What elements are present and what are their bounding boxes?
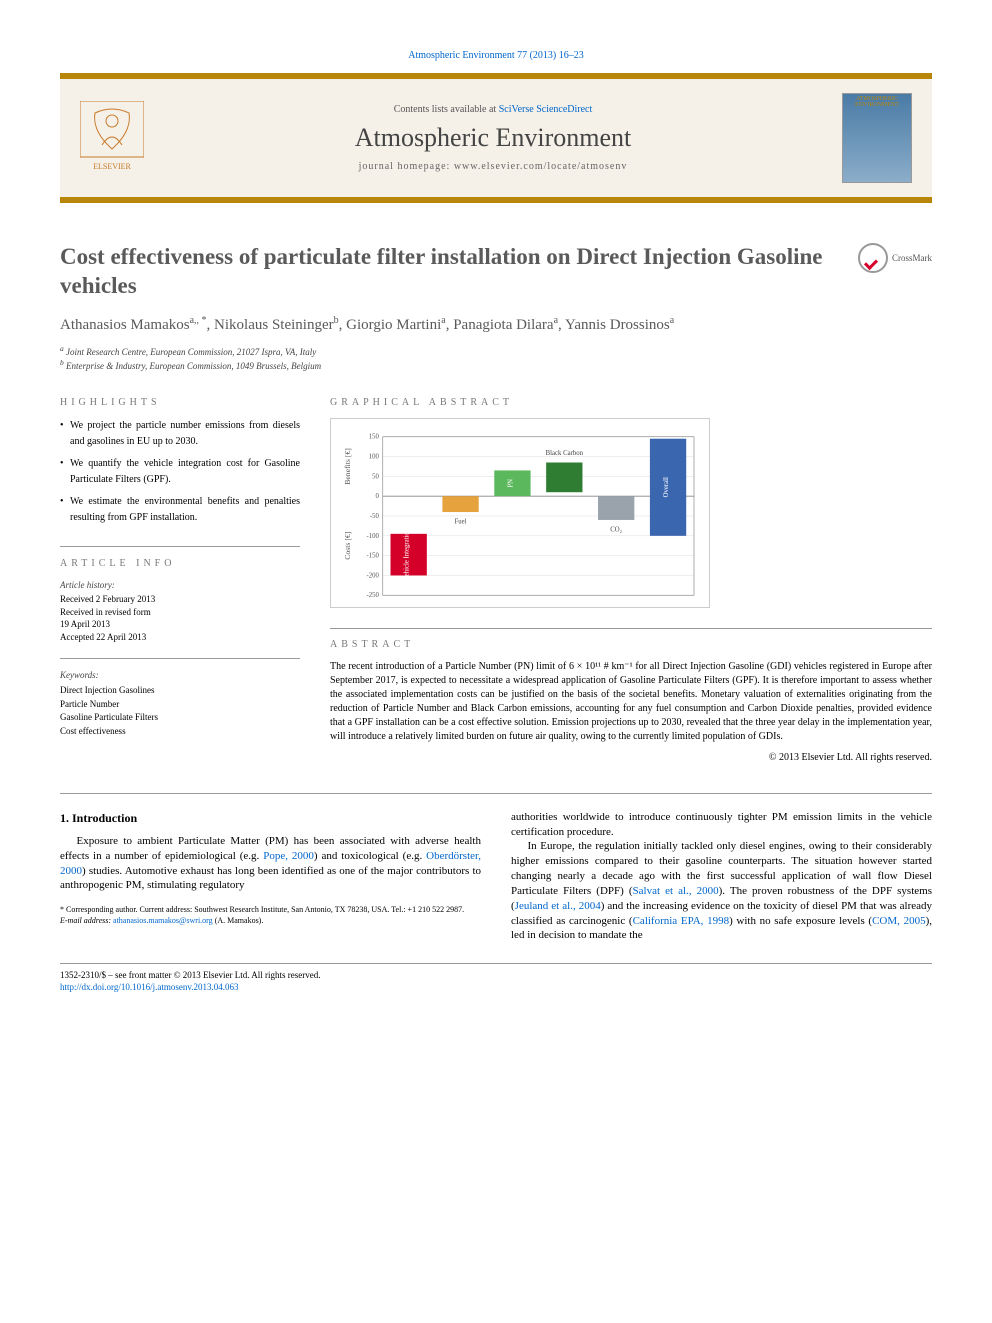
ref-link[interactable]: Pope, 2000 (263, 850, 314, 862)
ref-link[interactable]: Jeuland et al., 2004 (515, 900, 601, 912)
affiliations: a Joint Research Centre, European Commis… (60, 344, 932, 373)
highlight-item: We quantify the vehicle integration cost… (60, 456, 300, 488)
svg-text:0: 0 (375, 493, 379, 500)
svg-text:-100: -100 (366, 532, 379, 539)
svg-text:150: 150 (369, 433, 380, 440)
svg-text:-50: -50 (370, 513, 380, 520)
graphical-abstract-head: GRAPHICAL ABSTRACT (330, 397, 932, 408)
citation-header: Atmospheric Environment 77 (2013) 16–23 (60, 50, 932, 61)
journal-name: Atmospheric Environment (144, 123, 842, 153)
sciencedirect-link[interactable]: SciVerse ScienceDirect (499, 104, 593, 115)
ref-link[interactable]: Salvat et al., 2000 (633, 885, 719, 897)
svg-text:PN: PN (507, 479, 514, 488)
keywords-head: Keywords: (60, 669, 300, 683)
homepage-line: journal homepage: www.elsevier.com/locat… (144, 161, 842, 172)
crossmark-badge[interactable]: CrossMark (858, 243, 932, 273)
svg-text:-200: -200 (366, 572, 379, 579)
copyright: © 2013 Elsevier Ltd. All rights reserved… (330, 752, 932, 763)
page-footer: 1352-2310/$ – see front matter © 2013 El… (60, 963, 932, 993)
svg-text:100: 100 (369, 453, 380, 460)
cost-benefit-chart: -250 -200 -150 -100 -50 0 50 100 150 Benefits [€]… (335, 429, 705, 603)
citation-link[interactable]: Atmospheric Environment 77 (2013) 16–23 (408, 50, 584, 61)
svg-text:ELSEVIER: ELSEVIER (93, 162, 131, 171)
svg-text:CO₂: CO₂ (610, 526, 622, 533)
highlights-list: We project the particle number emissions… (60, 418, 300, 526)
body-text: 1. Introduction Exposure to ambient Part… (60, 810, 932, 944)
doi-link[interactable]: http://dx.doi.org/10.1016/j.atmosenv.201… (60, 982, 239, 992)
journal-cover-thumb: ATMOSPHERIC ENVIRONMENT (842, 93, 912, 183)
abstract-head: ABSTRACT (330, 628, 932, 650)
keywords-list: Direct Injection GasolinesParticle Numbe… (60, 684, 300, 738)
masthead: ELSEVIER Contents lists available at Sci… (60, 73, 932, 203)
authors: Athanasios Mamakosa,, *, Nikolaus Steini… (60, 315, 932, 334)
corresponding-footnote: * Corresponding author. Current address:… (60, 905, 481, 926)
svg-text:-250: -250 (366, 592, 379, 599)
elsevier-logo: ELSEVIER (80, 101, 144, 175)
article-info: ARTICLE INFO Article history: Received 2… (60, 546, 300, 738)
highlight-item: We estimate the environmental benefits a… (60, 494, 300, 526)
email-link[interactable]: athanasios.mamakos@swri.org (113, 916, 213, 925)
crossmark-icon (858, 243, 888, 273)
svg-text:Overall: Overall (663, 477, 670, 497)
graphical-abstract: -250 -200 -150 -100 -50 0 50 100 150 Benefits [€]… (330, 418, 932, 608)
section-head-intro: 1. Introduction (60, 810, 481, 826)
svg-text:Benefits [€]: Benefits [€] (343, 448, 352, 485)
ref-link[interactable]: California EPA, 1998 (633, 915, 729, 927)
svg-text:50: 50 (372, 473, 379, 480)
svg-text:Black Carbon: Black Carbon (546, 449, 584, 456)
highlight-item: We project the particle number emissions… (60, 418, 300, 450)
svg-text:-150: -150 (366, 552, 379, 559)
contents-line: Contents lists available at SciVerse Sci… (144, 104, 842, 115)
highlights-head: HIGHLIGHTS (60, 397, 300, 408)
article-title: Cost effectiveness of particulate filter… (60, 243, 858, 301)
ref-link[interactable]: COM, 2005 (872, 915, 926, 927)
svg-text:Vehicle Integration: Vehicle Integration (404, 528, 411, 580)
abstract-text: The recent introduction of a Particle Nu… (330, 660, 932, 744)
svg-text:Fuel: Fuel (455, 518, 467, 525)
svg-text:Costs [€]: Costs [€] (343, 531, 352, 559)
